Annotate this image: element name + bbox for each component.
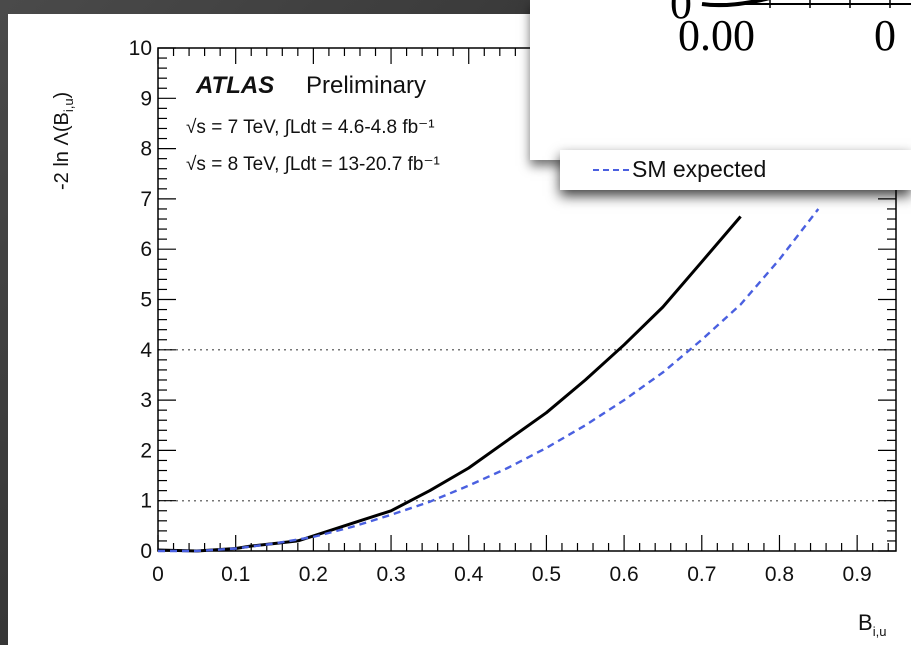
y-tick-label: 3 (140, 389, 152, 412)
lumi-label-7tev: √s = 7 TeV, ∫Ldt = 4.6-4.8 fb⁻¹ (186, 117, 435, 138)
tick-labels: 0 1 2 3 4 5 6 7 8 9 10 0 0.1 0.2 0.3 0.4 0.5 0.6 0.7 0.8 0.9 (129, 37, 872, 586)
legend-box: SM expected (560, 150, 911, 190)
x-tick-label: 0.2 (299, 563, 328, 586)
y-tick-label: 5 (140, 289, 152, 312)
x-tick-label: 0.5 (532, 563, 561, 586)
legend-swatch-sm-expected (593, 169, 629, 171)
series-sm-expected (158, 208, 820, 553)
inset-tick-0-00: 0.00 (678, 11, 755, 60)
y-tick-label: 4 (140, 339, 152, 362)
x-tick-label: 0.6 (610, 563, 639, 586)
inset-axis (701, 0, 911, 8)
y-tick-label: 7 (140, 188, 152, 211)
x-tick-label: 0 (152, 563, 164, 586)
series-observed (157, 215, 742, 553)
y-tick-label: 2 (140, 439, 152, 462)
inset-crop: 0 0.00 0 (530, 0, 911, 160)
y-tick-label: 10 (129, 37, 152, 60)
y-tick-label: 6 (140, 238, 152, 261)
x-tick-label: 0.4 (454, 563, 484, 586)
x-tick-label: 0.9 (843, 563, 872, 586)
series-lines (157, 208, 820, 553)
y-axis-label: -2 ln Λ(Bi,u) (51, 92, 76, 190)
experiment-label: ATLAS (195, 72, 274, 99)
x-tick-label: 0.8 (765, 563, 794, 586)
y-axis-label-sub: i,u (61, 98, 76, 112)
inset-tick-partial: 0 (670, 0, 692, 28)
y-axis-label-main: -2 ln Λ(B (51, 112, 73, 190)
y-tick-label: 9 (140, 87, 152, 110)
x-tick-label: 0.1 (221, 563, 250, 586)
x-axis-label: Bi,u (858, 610, 886, 639)
x-axis-label-sub: i,u (873, 624, 887, 639)
legend-label-sm-expected: SM expected (632, 156, 767, 182)
y-tick-label: 1 (140, 490, 152, 513)
x-tick-label: 0.3 (376, 563, 405, 586)
inset-tick-next: 0 (874, 11, 896, 60)
y-axis-label-close: ) (51, 92, 73, 99)
lumi-label-8tev: √s = 8 TeV, ∫Ldt = 13-20.7 fb⁻¹ (186, 154, 440, 175)
y-tick-label: 0 (140, 540, 152, 563)
x-tick-label: 0.7 (687, 563, 716, 586)
experiment-status: Preliminary (306, 72, 426, 99)
y-tick-label: 8 (140, 138, 152, 161)
x-axis-label-main: B (858, 610, 873, 635)
